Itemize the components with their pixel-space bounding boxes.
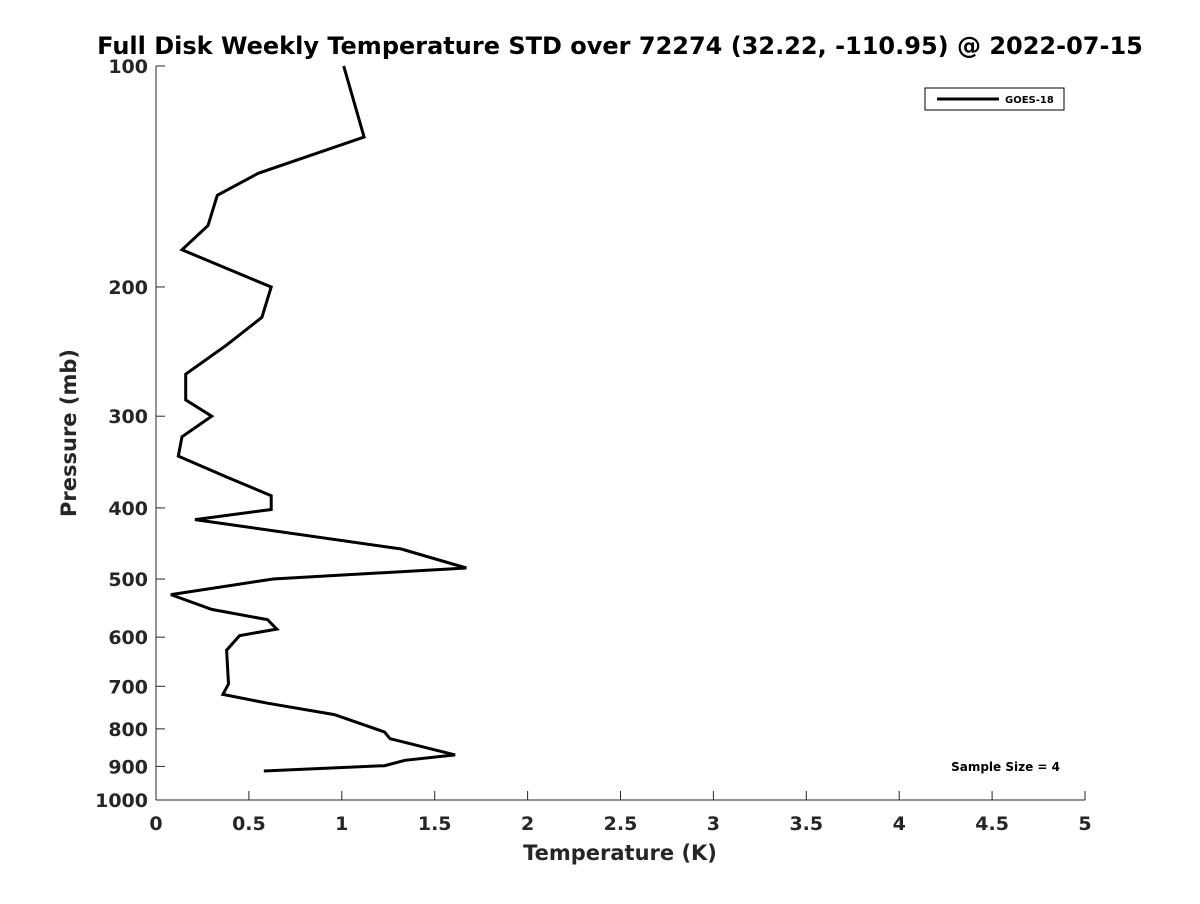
x-tick-label: 1 [335,813,348,835]
x-tick-label: 0.5 [232,813,266,835]
chart-title: Full Disk Weekly Temperature STD over 72… [97,32,1143,60]
series-line-goes-18 [170,65,467,773]
x-tick-label: 4 [893,813,906,835]
plot-area [156,66,1085,800]
y-tick-label: 200 [108,277,148,299]
y-axis-label: Pressure (mb) [57,349,81,517]
x-tick-label: 3.5 [789,813,823,835]
y-tick-label: 800 [108,719,148,741]
y-axis: 100 200 300 400 500 600 700 800 900 1000 [95,56,165,812]
y-tick-label: 300 [108,406,148,428]
x-tick-label: 1.5 [418,813,452,835]
sample-size-annotation: Sample Size = 4 [951,760,1060,774]
x-tick-label: 4.5 [975,813,1009,835]
x-axis-label: Temperature (K) [523,841,717,865]
x-tick-label: 2.5 [604,813,638,835]
y-tick-label: 600 [108,627,148,649]
legend: GOES-18 [924,87,1065,111]
legend-label: GOES-18 [1005,95,1054,106]
y-tick-label: 100 [108,56,148,78]
y-tick-label: 900 [108,756,148,778]
x-tick-label: 5 [1078,813,1091,835]
x-axis: 0 0.5 1 1.5 2 2.5 3 3.5 4 4.5 5 [149,791,1092,835]
x-tick-label: 2 [521,813,534,835]
x-tick-label: 0 [149,813,162,835]
y-tick-label: 700 [108,676,148,698]
y-tick-label: 500 [108,569,148,591]
y-tick-label: 400 [108,498,148,520]
y-tick-label: 1000 [95,790,148,812]
series-layer [170,65,467,773]
x-tick-label: 3 [707,813,720,835]
